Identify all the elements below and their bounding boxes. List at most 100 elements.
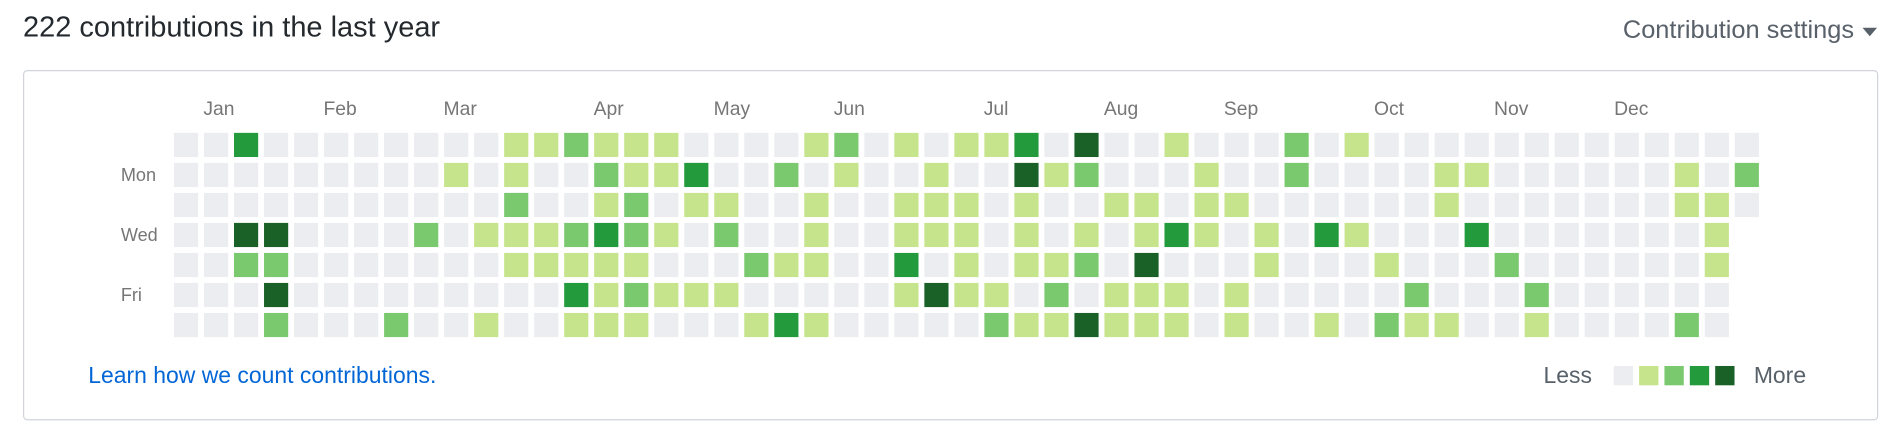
day-cell bbox=[834, 162, 859, 188]
dropdown-caret[interactable] bbox=[1862, 27, 1878, 37]
day-cell bbox=[1074, 252, 1099, 278]
day-cell bbox=[1434, 252, 1459, 278]
day-cell bbox=[894, 282, 919, 308]
day-cell bbox=[234, 282, 259, 308]
day-cell bbox=[1224, 252, 1249, 278]
settings-dropdown[interactable]: Contribution settings bbox=[1623, 16, 1854, 44]
day-cell bbox=[1584, 162, 1609, 188]
day-cell bbox=[1614, 252, 1639, 278]
day-cell bbox=[594, 222, 619, 248]
day-cell bbox=[1584, 222, 1609, 248]
day-cell bbox=[1644, 312, 1669, 338]
day-cell bbox=[864, 162, 889, 188]
legend-swatch bbox=[1639, 365, 1659, 386]
day-cell bbox=[984, 252, 1009, 278]
day-cell bbox=[984, 222, 1009, 248]
day-cell bbox=[864, 282, 889, 308]
day-cell bbox=[414, 132, 439, 158]
day-cell bbox=[1524, 162, 1549, 188]
day-cell bbox=[1344, 132, 1369, 158]
day-cell bbox=[354, 192, 379, 218]
day-cell bbox=[354, 162, 379, 188]
day-cell bbox=[324, 252, 349, 278]
help-link[interactable]: Learn how we count contributions. bbox=[88, 362, 436, 388]
day-cell bbox=[1374, 222, 1399, 248]
day-cell bbox=[384, 222, 409, 248]
day-cell bbox=[684, 162, 709, 188]
day-cell bbox=[264, 312, 289, 338]
day-cell bbox=[564, 222, 589, 248]
day-cell bbox=[654, 282, 679, 308]
day-cell bbox=[1434, 282, 1459, 308]
day-cell bbox=[1704, 252, 1729, 278]
day-cell bbox=[1134, 162, 1159, 188]
day-cell bbox=[474, 312, 499, 338]
day-cell bbox=[204, 162, 229, 188]
day-cell bbox=[234, 252, 259, 278]
day-cell bbox=[1104, 222, 1129, 248]
day-cell bbox=[1464, 162, 1489, 188]
month-label: Jun bbox=[834, 99, 865, 120]
day-cell bbox=[954, 312, 979, 338]
day-cell bbox=[1644, 252, 1669, 278]
day-cell bbox=[984, 162, 1009, 188]
day-cell bbox=[264, 162, 289, 188]
day-cell bbox=[1284, 252, 1309, 278]
day-cell bbox=[834, 252, 859, 278]
day-cell bbox=[1374, 282, 1399, 308]
day-cell bbox=[1254, 252, 1279, 278]
day-cell bbox=[624, 312, 649, 338]
day-cell bbox=[1014, 282, 1039, 308]
legend-swatch bbox=[1689, 365, 1710, 386]
day-cell bbox=[1494, 192, 1519, 218]
month-label: Jan bbox=[203, 99, 234, 120]
day-cell bbox=[1134, 222, 1159, 248]
day-cell bbox=[354, 222, 379, 248]
day-cell bbox=[264, 282, 289, 308]
day-cell bbox=[414, 252, 439, 278]
day-cell bbox=[1464, 282, 1489, 308]
day-cell bbox=[954, 282, 979, 308]
day-cell bbox=[414, 162, 439, 188]
day-cell bbox=[504, 222, 529, 248]
day-cell bbox=[534, 282, 559, 308]
day-cell bbox=[1194, 132, 1219, 158]
day-cell bbox=[1674, 252, 1699, 278]
day-cell bbox=[894, 162, 919, 188]
day-cell bbox=[1134, 252, 1159, 278]
day-cell bbox=[864, 312, 889, 338]
day-cell bbox=[1344, 282, 1369, 308]
day-cell bbox=[1074, 192, 1099, 218]
day-cell bbox=[1194, 282, 1219, 308]
day-cell bbox=[1434, 192, 1459, 218]
day-cell bbox=[984, 312, 1009, 338]
day-cell bbox=[654, 192, 679, 218]
day-cell bbox=[864, 252, 889, 278]
day-cell bbox=[1614, 162, 1639, 188]
day-cell bbox=[173, 132, 199, 158]
day-cell bbox=[924, 312, 949, 338]
day-cell bbox=[1014, 162, 1039, 188]
day-cell bbox=[1704, 132, 1729, 158]
day-cell bbox=[1554, 252, 1579, 278]
day-cell bbox=[864, 192, 889, 218]
day-cell bbox=[474, 162, 499, 188]
day-cell bbox=[1554, 312, 1579, 338]
day-cell bbox=[684, 282, 709, 308]
day-cell bbox=[1614, 132, 1639, 158]
day-cell bbox=[924, 222, 949, 248]
month-label: Apr bbox=[594, 99, 625, 120]
day-cell bbox=[684, 222, 709, 248]
day-cell bbox=[534, 312, 559, 338]
day-cell bbox=[1374, 132, 1399, 158]
day-cell bbox=[1134, 192, 1159, 218]
month-label: Sep bbox=[1224, 99, 1258, 120]
day-cell bbox=[324, 282, 349, 308]
day-cell bbox=[1464, 312, 1489, 338]
day-cell bbox=[1554, 162, 1579, 188]
month-label: May bbox=[714, 99, 751, 120]
day-cell bbox=[654, 222, 679, 248]
day-cell bbox=[1044, 132, 1069, 158]
day-cell bbox=[1104, 252, 1129, 278]
